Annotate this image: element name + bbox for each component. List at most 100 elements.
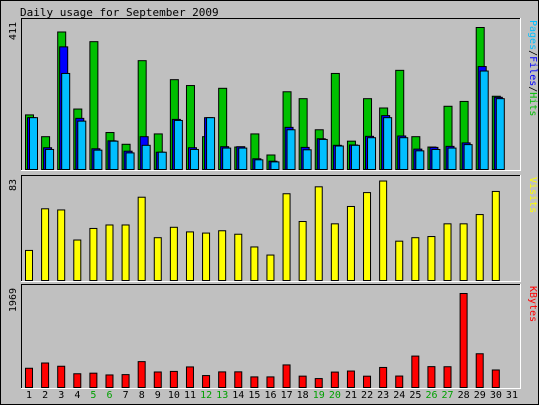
bar-visits-12 (202, 232, 211, 281)
x-tick-label-25: 25 (409, 390, 421, 401)
bar-kbytes-16 (266, 376, 275, 389)
bar-pages-2 (45, 148, 55, 171)
bar-kbytes-30 (491, 369, 500, 388)
bar-pages-12 (206, 117, 216, 171)
bar-visits-10 (169, 226, 178, 281)
bar-visits-2 (41, 208, 50, 281)
bar-pages-26 (431, 148, 441, 171)
panel-background (21, 284, 520, 388)
bar-kbytes-21 (346, 370, 355, 389)
bar-kbytes-29 (475, 353, 484, 388)
bar-kbytes-17 (282, 364, 291, 389)
bar-pages-11 (189, 148, 199, 171)
bar-visits-23 (379, 180, 388, 281)
x-tick-label-1: 1 (26, 390, 32, 401)
bar-visits-1 (25, 249, 33, 281)
legend-part: / (527, 86, 538, 92)
bar-pages-1 (29, 117, 38, 171)
bar-kbytes-3 (57, 365, 66, 388)
bar-pages-7 (125, 152, 135, 171)
x-tick-label-3: 3 (58, 390, 64, 401)
visits-panel: 83 Visits (8, 175, 538, 282)
bar-visits-8 (137, 196, 146, 281)
bar-visits-28 (459, 223, 468, 281)
x-tick-label-9: 9 (155, 390, 161, 401)
bar-visits-7 (121, 224, 130, 282)
bar-pages-21 (350, 144, 360, 170)
bar-pages-3 (61, 72, 71, 170)
x-tick-label-14: 14 (232, 390, 244, 401)
x-tick-label-23: 23 (377, 390, 389, 401)
bar-pages-13 (222, 147, 232, 170)
y-max-label: 411 (8, 22, 19, 40)
bar-visits-25 (411, 237, 420, 281)
bar-pages-30 (495, 98, 505, 170)
bar-kbytes-6 (105, 374, 114, 389)
legend-part: / (527, 50, 538, 56)
bar-visits-18 (298, 221, 307, 282)
bar-pages-6 (109, 140, 119, 170)
bar-pages-19 (318, 138, 328, 170)
x-tick-label-28: 28 (458, 390, 470, 401)
legend-part: Files (527, 56, 538, 86)
chart-title: Daily usage for September 2009 (20, 6, 219, 19)
bar-kbytes-28 (459, 293, 468, 388)
x-tick-label-29: 29 (474, 390, 486, 401)
x-tick-label-11: 11 (184, 390, 196, 401)
bar-visits-6 (105, 224, 114, 282)
bar-pages-16 (270, 161, 280, 171)
bar-visits-14 (234, 233, 243, 281)
bar-kbytes-22 (363, 375, 372, 389)
kbytes-panel: 1969 KBytes (8, 284, 538, 389)
bar-kbytes-9 (153, 371, 162, 388)
x-tick-label-17: 17 (281, 390, 293, 401)
bar-pages-14 (238, 147, 248, 170)
legend-part: Hits (527, 92, 538, 116)
x-tick-label-22: 22 (361, 390, 373, 401)
bar-kbytes-12 (202, 375, 211, 388)
bar-kbytes-2 (41, 362, 50, 389)
bar-kbytes-25 (411, 355, 420, 388)
bar-visits-9 (153, 237, 162, 281)
bar-pages-25 (415, 150, 425, 170)
bar-pages-28 (463, 144, 473, 170)
bar-visits-13 (218, 230, 227, 281)
hits-panel: 411 Pages/Files/Hits (8, 18, 538, 171)
bar-kbytes-15 (250, 376, 259, 389)
bar-kbytes-19 (314, 378, 323, 389)
bar-visits-17 (282, 193, 291, 281)
bar-kbytes-23 (379, 366, 388, 389)
bar-visits-27 (443, 223, 452, 281)
bar-pages-27 (447, 147, 457, 170)
bar-visits-21 (346, 205, 355, 281)
x-tick-label-20: 20 (329, 390, 341, 401)
bar-pages-22 (367, 137, 377, 170)
x-tick-label-27: 27 (442, 390, 454, 401)
bar-pages-5 (93, 149, 103, 170)
series-legend: Visits (527, 177, 538, 213)
bar-kbytes-24 (395, 375, 404, 389)
bar-pages-8 (141, 144, 151, 170)
x-tick-label-15: 15 (248, 390, 260, 401)
bar-visits-26 (427, 236, 436, 281)
bar-pages-18 (302, 149, 312, 170)
series-legend: KBytes (527, 286, 538, 322)
bar-visits-16 (266, 254, 275, 281)
bar-kbytes-8 (137, 361, 146, 389)
bar-kbytes-13 (218, 371, 227, 389)
x-tick-label-31: 31 (506, 390, 518, 401)
legend-part: Visits (527, 177, 538, 213)
bar-pages-29 (479, 70, 489, 170)
panel-background (21, 18, 520, 170)
bar-kbytes-4 (73, 373, 82, 388)
bar-kbytes-10 (169, 370, 178, 388)
x-axis-labels: 1 2 3 4 5 6 7 8 9 10 11 12 13 14 15 16 17 18 19 20 21 22 23 24 2… (26, 390, 518, 401)
bar-kbytes-5 (89, 372, 98, 388)
bar-pages-10 (173, 119, 183, 170)
bar-kbytes-14 (234, 371, 243, 388)
bar-kbytes-27 (443, 366, 452, 389)
x-tick-label-13: 13 (216, 390, 228, 401)
y-max-label: 83 (8, 179, 19, 191)
x-tick-label-21: 21 (345, 390, 357, 401)
x-tick-label-7: 7 (123, 390, 129, 401)
